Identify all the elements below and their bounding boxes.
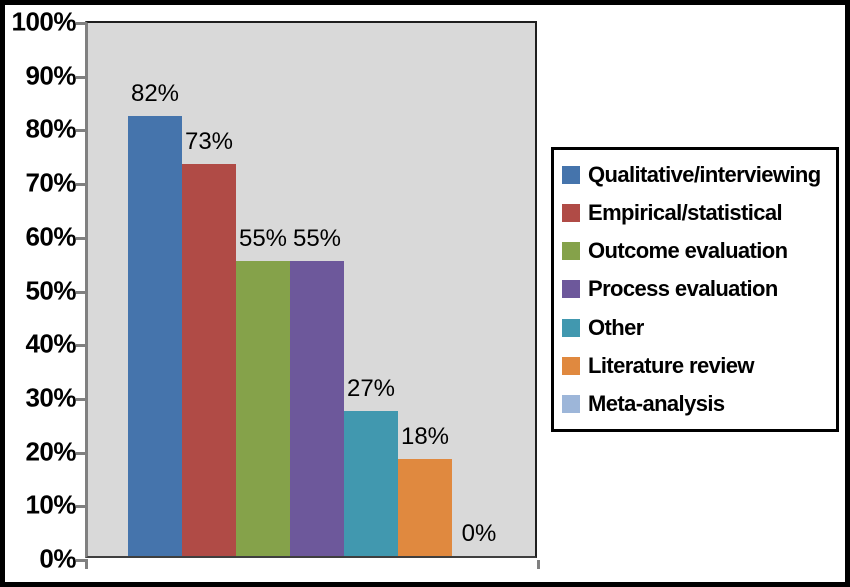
x-axis-tick-start <box>85 560 88 569</box>
legend-item-process-evaluation: Process evaluation <box>562 276 832 302</box>
legend-item-meta-analysis: Meta-analysis <box>562 391 832 417</box>
legend-swatch-icon <box>562 356 580 375</box>
legend-item-label: Other <box>588 314 644 340</box>
bar-process-evaluation <box>290 260 344 556</box>
legend: Qualitative/interviewing Empirical/statis… <box>551 147 839 432</box>
y-axis-tick-label: 50% <box>25 274 76 305</box>
y-axis-tick-mark <box>76 344 88 348</box>
legend-item-label: Process evaluation <box>588 276 778 302</box>
legend-item-label: Outcome evaluation <box>588 238 788 264</box>
legend-item-label: Qualitative/interviewing <box>588 162 821 188</box>
y-axis-tick-mark <box>76 559 88 562</box>
bar-empirical-statistical <box>182 164 236 556</box>
y-axis-tick-mark <box>76 183 88 187</box>
x-axis-tick-end <box>537 560 540 569</box>
legend-item-literature-review: Literature review <box>562 353 832 379</box>
bar-literature-review <box>398 459 452 556</box>
y-axis-tick-label: 40% <box>25 328 76 359</box>
bar-value-label: 0% <box>461 520 497 547</box>
legend-item-qualitative-interviewing: Qualitative/interviewing <box>562 162 832 188</box>
bar-value-label: 73% <box>184 128 234 155</box>
legend-item-outcome-evaluation: Outcome evaluation <box>562 238 832 264</box>
bar-value-label: 82% <box>130 79 180 107</box>
y-axis-tick-mark <box>76 505 88 509</box>
bar-outcome-evaluation <box>236 260 290 556</box>
legend-item-label: Meta-analysis <box>588 390 725 416</box>
y-axis-tick-label: 100% <box>11 6 77 37</box>
y-axis-tick-mark <box>76 22 88 25</box>
y-axis-tick-label: 10% <box>25 489 76 520</box>
y-axis-tick-label: 90% <box>25 59 76 90</box>
y-axis-tick-label: 70% <box>25 167 76 198</box>
y-axis-tick-mark <box>76 236 88 240</box>
legend-item-label: Empirical/statistical <box>588 200 783 226</box>
legend-swatch-icon <box>562 242 580 261</box>
bar-qualitative-interviewing <box>128 115 182 556</box>
legend-swatch-icon <box>562 204 580 223</box>
y-axis-tick-mark <box>76 290 88 294</box>
bar-value-label: 55% <box>238 224 288 252</box>
plot-area: 82% 73% 55% 55% 27% 18% 0% <box>85 21 537 558</box>
y-axis-tick-label: 20% <box>25 435 76 466</box>
y-axis-tick-mark <box>76 451 88 455</box>
y-axis-tick-mark <box>76 129 88 133</box>
y-axis-tick-mark <box>76 397 88 401</box>
y-axis-tick-label: 0% <box>39 543 76 574</box>
bar-value-label: 55% <box>292 224 342 252</box>
legend-item-label: Literature review <box>588 352 754 378</box>
bar-value-label: 18% <box>400 423 450 451</box>
y-axis-tick-mark <box>76 75 88 79</box>
legend-swatch-icon <box>562 394 580 413</box>
y-axis-tick-label: 80% <box>25 113 76 144</box>
y-axis-tick-label: 60% <box>25 221 76 252</box>
bar-other <box>344 411 398 556</box>
legend-item-empirical-statistical: Empirical/statistical <box>562 200 832 226</box>
legend-swatch-icon <box>562 280 580 299</box>
legend-swatch-icon <box>562 318 580 337</box>
y-axis-tick-label: 30% <box>25 382 76 413</box>
legend-item-other: Other <box>562 315 832 341</box>
bar-value-label: 27% <box>346 375 396 403</box>
legend-swatch-icon <box>562 166 580 185</box>
